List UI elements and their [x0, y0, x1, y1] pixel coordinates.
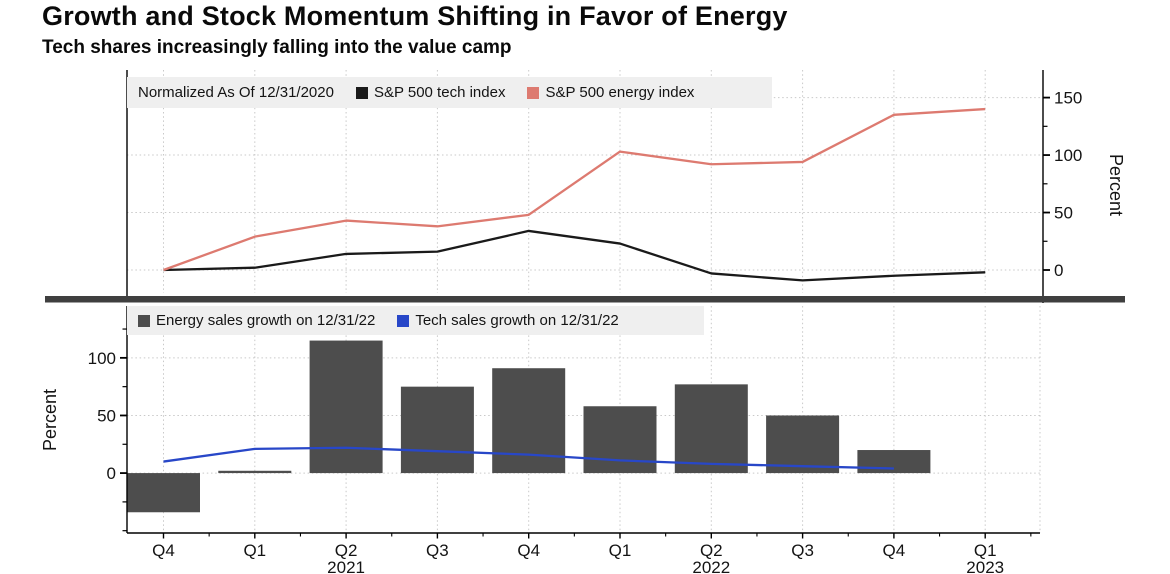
- tech-index-line: [163, 229, 986, 282]
- bottom-ytick-label: 0: [107, 464, 116, 483]
- bar-q4-2022: [857, 450, 931, 474]
- bottom-y-axis-title: Percent: [40, 389, 60, 451]
- top-chart-legend: Normalized As Of 12/31/2020 S&P 500 tech…: [127, 77, 772, 108]
- x-year-label: 2022: [692, 558, 730, 574]
- legend-item-tech-sales: Tech sales growth on 12/31/22: [397, 312, 619, 329]
- bar-q1-2021: [218, 470, 292, 474]
- x-year-label: 2023: [966, 558, 1004, 574]
- x-tick-label: Q2: [335, 541, 358, 560]
- energy-sales-swatch-icon: [138, 314, 150, 327]
- bottom-chart-legend: Energy sales growth on 12/31/22 Tech sal…: [127, 306, 704, 335]
- x-tick-label: Q2: [700, 541, 723, 560]
- panel-divider: [45, 296, 1125, 303]
- bottom-ytick-label: 100: [88, 349, 116, 368]
- x-tick-label: Q4: [152, 541, 175, 560]
- energy-index-label: S&P 500 energy index: [545, 84, 695, 101]
- tech-index-label: S&P 500 tech index: [373, 84, 506, 101]
- tech-index-swatch-icon: [355, 86, 368, 99]
- bar-q1-2022: [583, 406, 657, 474]
- energy-sales-label: Energy sales growth on 12/31/22: [156, 312, 376, 329]
- tech-sales-line: [163, 446, 894, 470]
- x-tick-label: Q1: [974, 541, 997, 560]
- x-tick-label: Q1: [609, 541, 632, 560]
- x-axis-ticks: Q4 Q1 Q2 Q3 Q4 Q1 Q2 Q3 Q4 Q1 2021 2022 2023: [152, 533, 1032, 574]
- legend-item-tech-index: S&P 500 tech index: [355, 84, 506, 101]
- legend-item-energy-index: S&P 500 energy index: [527, 84, 694, 101]
- top-ytick-label: 50: [1054, 204, 1073, 223]
- x-tick-label: Q3: [791, 541, 814, 560]
- top-ytick-label: 150: [1054, 89, 1082, 108]
- bar-q2-2021: [309, 340, 383, 474]
- bottom-ytick-label: 50: [97, 406, 116, 425]
- tech-sales-swatch-icon: [397, 314, 410, 327]
- x-year-label: 2021: [327, 558, 365, 574]
- energy-index-swatch-icon: [527, 86, 540, 99]
- top-ytick-label: 100: [1054, 146, 1082, 165]
- page-subtitle: Tech shares increasingly falling into th…: [42, 37, 512, 58]
- legend-item-energy-sales: Energy sales growth on 12/31/22: [138, 312, 375, 329]
- x-tick-label: Q1: [243, 541, 266, 560]
- tech-sales-label: Tech sales growth on 12/31/22: [415, 312, 619, 329]
- bar-q3-2022: [766, 415, 840, 474]
- top-ytick-label: 0: [1054, 261, 1063, 280]
- energy-index-line: [163, 107, 986, 272]
- normalization-note: Normalized As Of 12/31/2020: [138, 84, 334, 101]
- bar-q3-2021: [400, 386, 474, 474]
- bar-q4-2020: [127, 473, 200, 513]
- x-tick-label: Q3: [426, 541, 449, 560]
- top-y-axis-title: Percent: [1106, 154, 1126, 216]
- x-tick-label: Q4: [517, 541, 540, 560]
- bottom-left-axis-ticks: 0 50 100: [88, 328, 127, 532]
- page-title: Growth and Stock Momentum Shifting in Fa…: [42, 1, 788, 31]
- x-tick-label: Q4: [883, 541, 906, 560]
- axes: [126, 70, 1044, 534]
- top-chart-grid: [127, 70, 1043, 293]
- energy-sales-bars: [127, 340, 931, 513]
- top-right-axis-ticks: 0 50 100 150: [1043, 89, 1082, 280]
- bar-q2-2022: [674, 384, 748, 474]
